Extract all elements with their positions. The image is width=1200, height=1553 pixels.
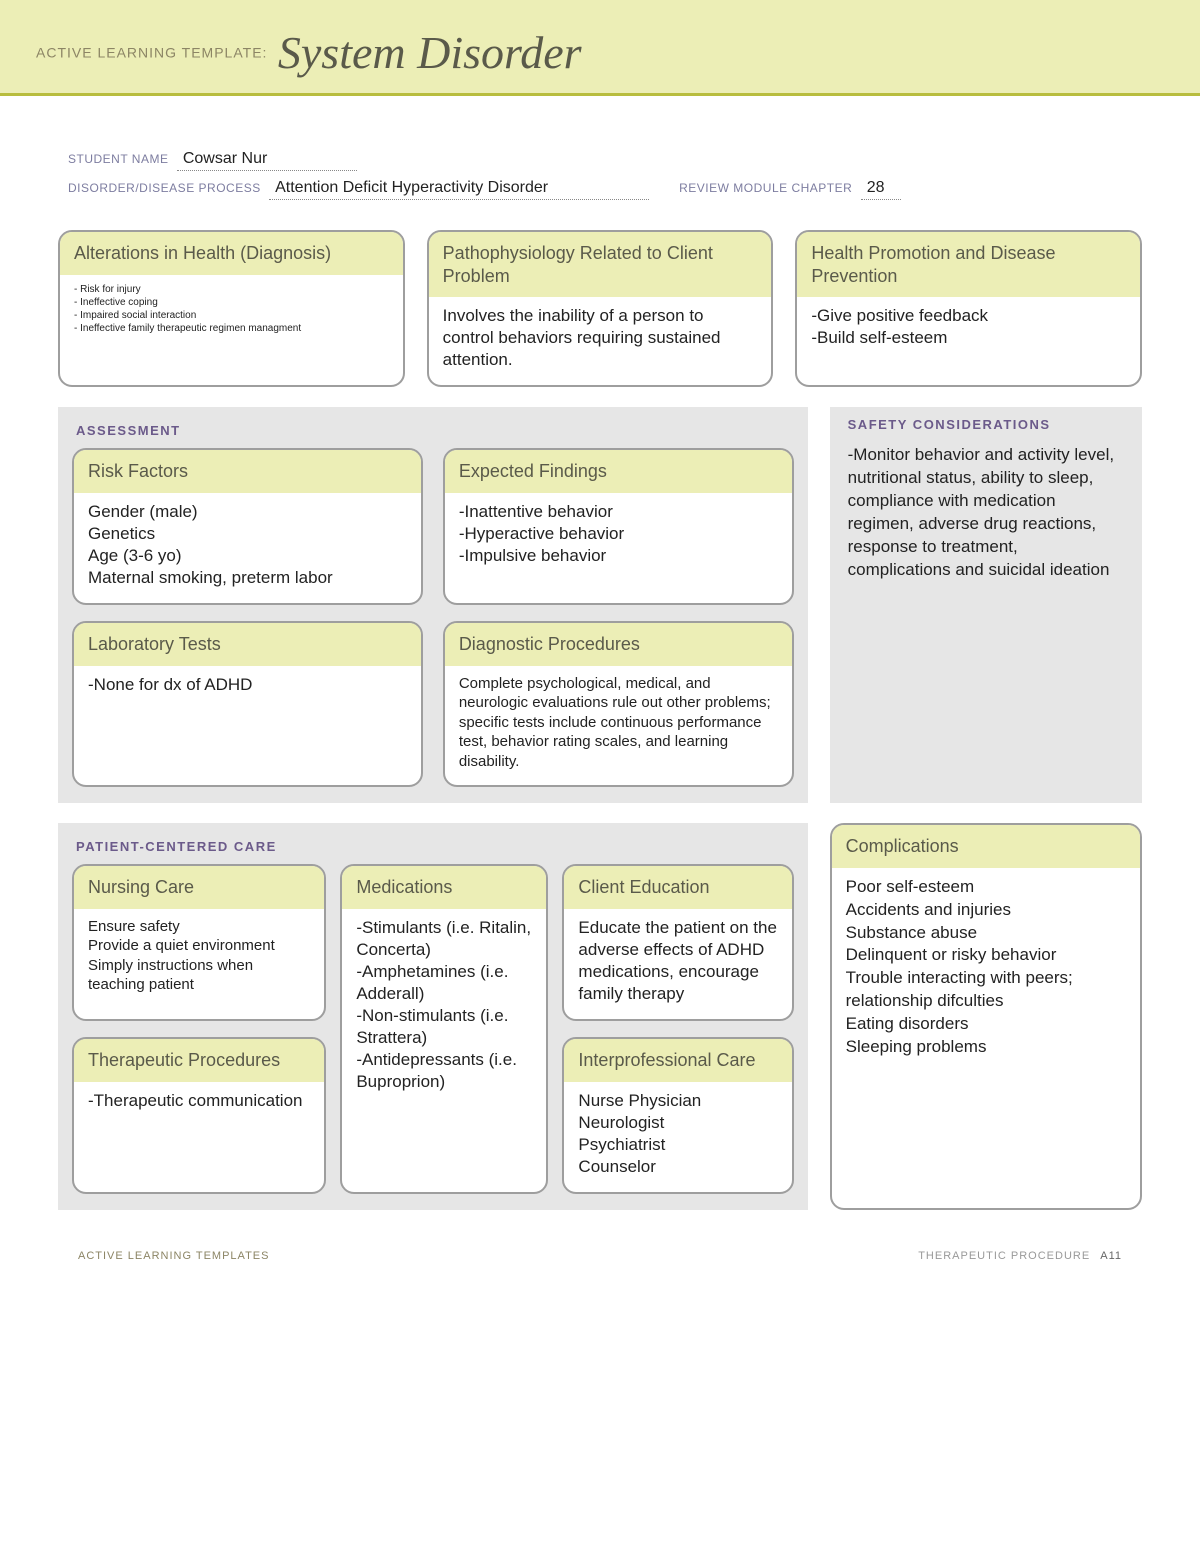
banner-title: System Disorder: [278, 27, 582, 78]
compl-col: Complications Poor self-esteem Accidents…: [830, 823, 1142, 1210]
disorder-label: DISORDER/DISEASE PROCESS: [68, 181, 261, 195]
safety-section: SAFETY CONSIDERATIONS -Monitor behavior …: [830, 407, 1142, 803]
edu-box: Client Education Educate the patient on …: [562, 864, 793, 1021]
assessment-grid: Risk Factors Gender (male) Genetics Age …: [72, 448, 794, 787]
alterations-body: - Risk for injury - Ineffective coping -…: [60, 275, 403, 349]
inter-title: Interprofessional Care: [564, 1039, 791, 1082]
safety-col: SAFETY CONSIDERATIONS -Monitor behavior …: [830, 407, 1142, 803]
footer-right-text: THERAPEUTIC PROCEDURE: [918, 1250, 1090, 1262]
expected-box: Expected Findings -Inattentive behavior …: [443, 448, 794, 605]
compl-box: Complications Poor self-esteem Accidents…: [830, 823, 1142, 1210]
risk-body: Gender (male) Genetics Age (3-6 yo) Mate…: [74, 493, 421, 603]
lab-body: -None for dx of ADHD: [74, 666, 421, 766]
footer: ACTIVE LEARNING TEMPLATES THERAPEUTIC PR…: [38, 1210, 1162, 1262]
nursing-box: Nursing Care Ensure safety Provide a qui…: [72, 864, 326, 1021]
ther-box: Therapeutic Procedures -Therapeutic comm…: [72, 1037, 326, 1194]
pcc-section: PATIENT-CENTERED CARE Nursing Care Ensur…: [58, 823, 808, 1210]
pcc-wrapper: PATIENT-CENTERED CARE Nursing Care Ensur…: [38, 823, 1162, 1210]
student-label: STUDENT NAME: [68, 152, 168, 166]
disorder-value: Attention Deficit Hyperactivity Disorder: [269, 179, 649, 200]
pcc-grid: Nursing Care Ensure safety Provide a qui…: [72, 864, 794, 1194]
ther-body: -Therapeutic communication: [74, 1082, 324, 1172]
footer-right: THERAPEUTIC PROCEDURE A11: [918, 1250, 1122, 1262]
meds-body: -Stimulants (i.e. Ritalin, Concerta) -Am…: [342, 909, 546, 1108]
meds-box: Medications -Stimulants (i.e. Ritalin, C…: [340, 864, 548, 1194]
diag-box: Diagnostic Procedures Complete psycholog…: [443, 621, 794, 787]
banner: ACTIVE LEARNING TEMPLATE: System Disorde…: [0, 0, 1200, 96]
risk-box: Risk Factors Gender (male) Genetics Age …: [72, 448, 423, 605]
assessment-label: ASSESSMENT: [72, 417, 794, 448]
footer-page: A11: [1100, 1250, 1122, 1262]
safety-body: -Monitor behavior and activity level, nu…: [844, 440, 1128, 586]
disorder-row: DISORDER/DISEASE PROCESS Attention Defic…: [68, 179, 1162, 200]
page-content: STUDENT NAME Cowsar Nur DISORDER/DISEASE…: [0, 96, 1200, 1302]
alterations-title: Alterations in Health (Diagnosis): [60, 232, 403, 275]
edu-title: Client Education: [564, 866, 791, 909]
assessment-section: ASSESSMENT Risk Factors Gender (male) Ge…: [58, 407, 808, 803]
diag-body: Complete psychological, medical, and neu…: [445, 666, 792, 786]
expected-title: Expected Findings: [445, 450, 792, 493]
compl-body: Poor self-esteem Accidents and injuries …: [832, 868, 1140, 1074]
chapter-label: REVIEW MODULE CHAPTER: [679, 181, 852, 195]
banner-prefix: ACTIVE LEARNING TEMPLATE:: [36, 45, 267, 61]
inter-box: Interprofessional Care Nurse Physician N…: [562, 1037, 793, 1194]
nursing-body: Ensure safety Provide a quiet environmen…: [74, 909, 324, 1009]
pcc-left: PATIENT-CENTERED CARE Nursing Care Ensur…: [58, 823, 808, 1210]
compl-title: Complications: [832, 825, 1140, 868]
pcc-label: PATIENT-CENTERED CARE: [72, 833, 794, 864]
top-row: Alterations in Health (Diagnosis) - Risk…: [38, 230, 1162, 407]
risk-title: Risk Factors: [74, 450, 421, 493]
patho-box: Pathophysiology Related to Client Proble…: [427, 230, 774, 387]
inter-body: Nurse Physician Neurologist Psychiatrist…: [564, 1082, 791, 1192]
lab-title: Laboratory Tests: [74, 623, 421, 666]
student-value: Cowsar Nur: [177, 150, 357, 171]
promo-body: -Give positive feedback -Build self-este…: [797, 297, 1140, 363]
patho-body: Involves the inability of a person to co…: [429, 297, 772, 385]
alterations-box: Alterations in Health (Diagnosis) - Risk…: [58, 230, 405, 387]
meds-title: Medications: [342, 866, 546, 909]
patho-title: Pathophysiology Related to Client Proble…: [429, 232, 772, 297]
chapter-value: 28: [861, 179, 901, 200]
student-row: STUDENT NAME Cowsar Nur: [68, 150, 1162, 171]
ther-title: Therapeutic Procedures: [74, 1039, 324, 1082]
nursing-title: Nursing Care: [74, 866, 324, 909]
meta-block: STUDENT NAME Cowsar Nur DISORDER/DISEASE…: [68, 150, 1162, 200]
footer-left: ACTIVE LEARNING TEMPLATES: [78, 1250, 269, 1262]
promo-title: Health Promotion and Disease Prevention: [797, 232, 1140, 297]
safety-label: SAFETY CONSIDERATIONS: [844, 417, 1128, 440]
lab-box: Laboratory Tests -None for dx of ADHD: [72, 621, 423, 787]
edu-body: Educate the patient on the adverse effec…: [564, 909, 791, 1019]
expected-body: -Inattentive behavior -Hyperactive behav…: [445, 493, 792, 593]
promo-box: Health Promotion and Disease Prevention …: [795, 230, 1142, 387]
diag-title: Diagnostic Procedures: [445, 623, 792, 666]
assessment-left: ASSESSMENT Risk Factors Gender (male) Ge…: [58, 407, 808, 803]
assessment-wrapper: ASSESSMENT Risk Factors Gender (male) Ge…: [38, 407, 1162, 823]
